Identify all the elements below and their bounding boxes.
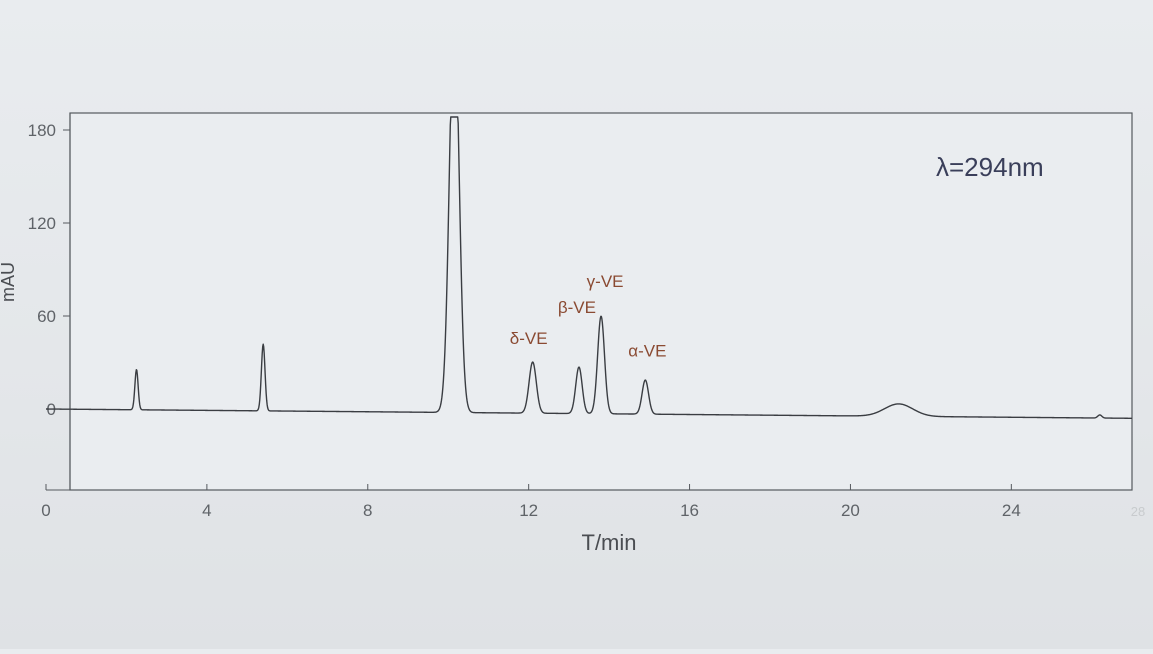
peak-labels: δ-VE β-VE γ-VE α-VE bbox=[510, 272, 667, 361]
x-tick-label: 8 bbox=[363, 501, 372, 520]
wavelength-annotation: λ=294nm bbox=[936, 152, 1044, 182]
x-axis-title: T/min bbox=[582, 530, 637, 555]
y-tick-label: 120 bbox=[28, 214, 56, 233]
y-tick-label: 180 bbox=[28, 121, 56, 140]
peak-label: α-VE bbox=[628, 342, 666, 361]
peak-label: δ-VE bbox=[510, 329, 548, 348]
x-tick-label: 28 bbox=[1131, 504, 1145, 519]
x-tick-label: 12 bbox=[519, 501, 538, 520]
x-tick-label: 16 bbox=[680, 501, 699, 520]
peak-label: β-VE bbox=[558, 298, 596, 317]
plot-frame bbox=[69, 112, 1133, 491]
x-tick-label: 20 bbox=[841, 501, 860, 520]
x-tick-label: 4 bbox=[202, 501, 211, 520]
chromatogram-trace bbox=[45, 116, 1133, 419]
x-tick-label: 0 bbox=[41, 501, 50, 520]
x-tick-label: 24 bbox=[1002, 501, 1021, 520]
peak-label: γ-VE bbox=[587, 272, 624, 291]
y-tick-label: 60 bbox=[37, 307, 56, 326]
y-axis-title: mAU bbox=[0, 262, 18, 302]
